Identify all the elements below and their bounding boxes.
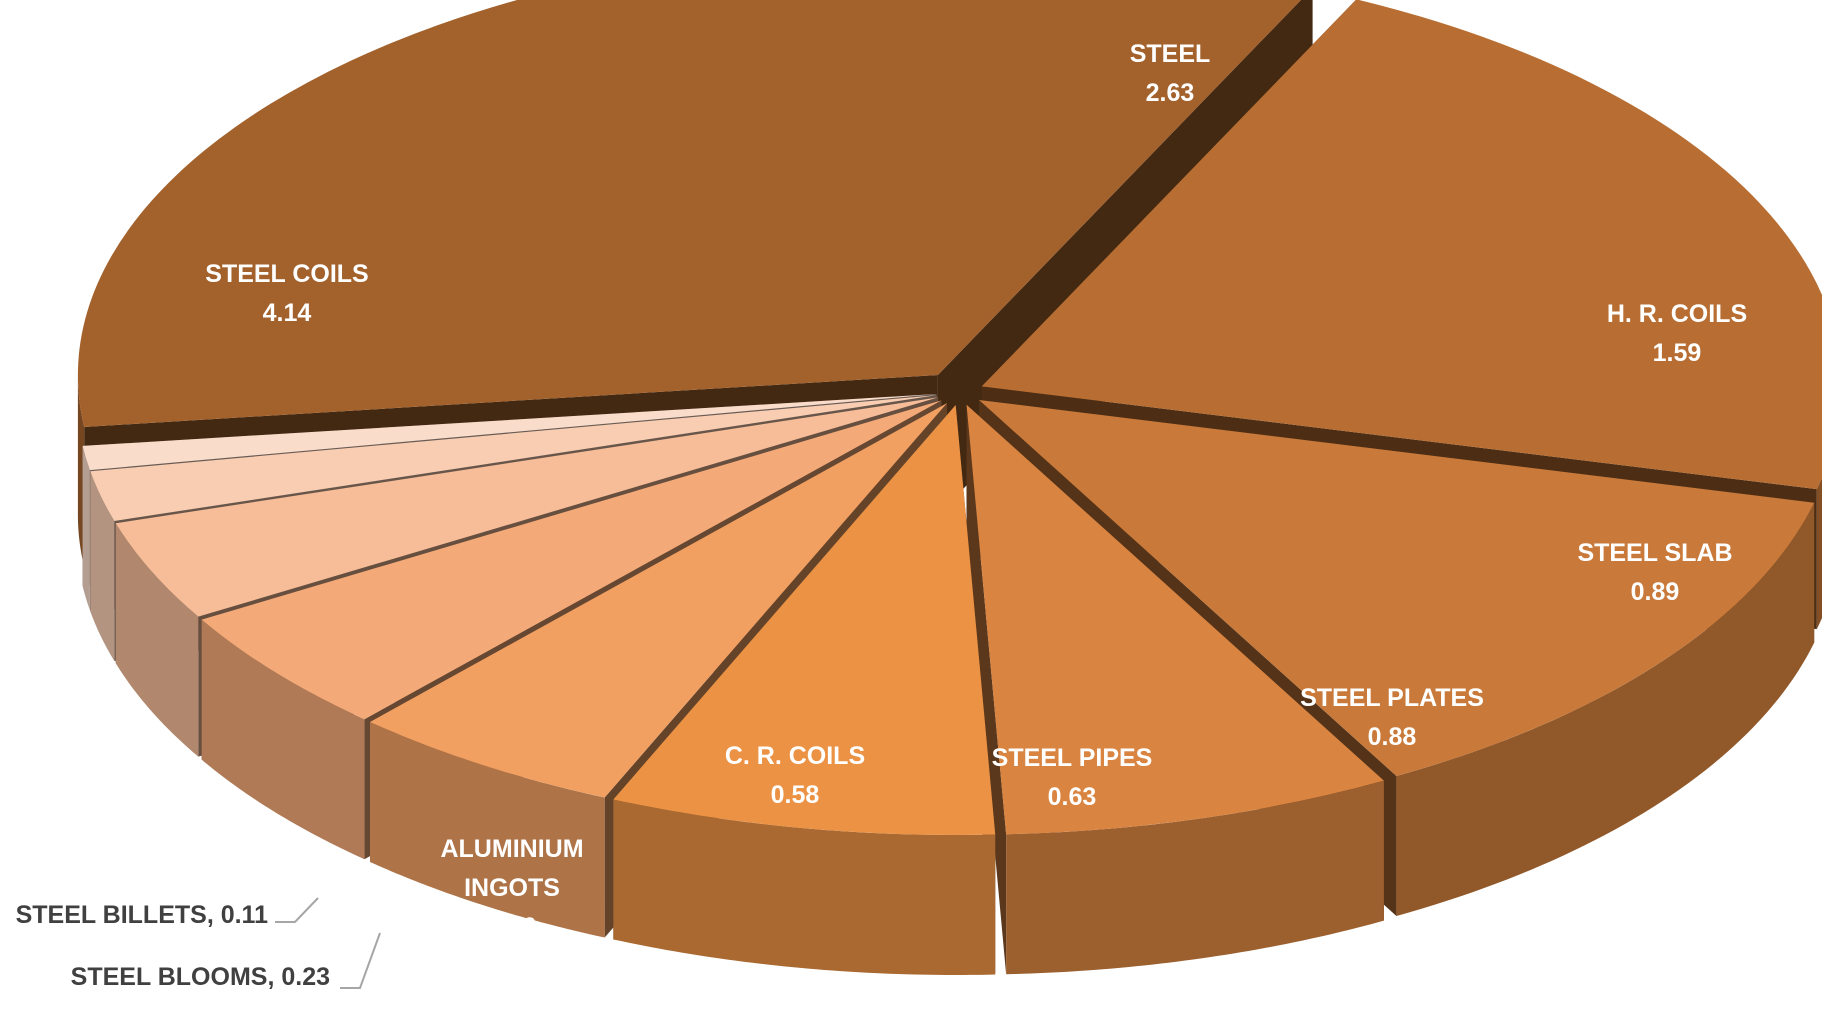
slice-steel-billets (82, 393, 937, 471)
leader-line-steel-blooms (340, 932, 381, 989)
label-steel-plates-name: STEEL PLATES (1300, 684, 1484, 712)
slice-steel (981, 0, 1822, 490)
slice-steel-billets-outer-face (82, 445, 90, 611)
slice-steel-slab (966, 404, 1384, 835)
label-cr-coils-name: C. R. COILS (725, 742, 865, 770)
slice-c-r-coils (201, 400, 942, 720)
label-steel-coils-name: STEEL COILS (205, 260, 368, 288)
label-hr-coils-name: H. R. COILS (1607, 300, 1747, 328)
label-aluminium-ingots-name-line1: ALUMINIUM (440, 835, 583, 863)
label-steel-coils-value: 4.14 (263, 299, 312, 327)
label-steel-value: 2.63 (1146, 79, 1195, 107)
leader-line-steel-billets (275, 897, 319, 923)
label-aluminium-ingots-value: 0.46 (488, 913, 537, 941)
data-labels: STEEL 2.63 H. R. COILS 1.59 STEEL SLAB 0… (16, 40, 1748, 991)
pie-top-faces (77, 0, 1822, 835)
slice-steel-blooms (90, 395, 937, 521)
label-cr-coils-value: 0.58 (771, 781, 820, 809)
slice-steel-coils (77, 0, 1301, 427)
slice-h-r-coils (979, 400, 1815, 776)
slice-steel-pipes (370, 403, 947, 798)
slice-steel-plates (613, 404, 996, 835)
slice-steel-blooms-outer-face (90, 471, 115, 661)
slice-c-r-coils-outer-face (201, 619, 365, 860)
leader-lines (275, 897, 381, 989)
label-hr-coils-value: 1.59 (1653, 339, 1702, 367)
slice-steel-slab-outer-face (1006, 780, 1384, 975)
slice-steel-outer-face (1816, 477, 1822, 630)
label-steel-pipes-name: STEEL PIPES (992, 744, 1153, 772)
slice-steel-pipes-outer-face (370, 721, 605, 938)
label-steel-billets: STEEL BILLETS, 0.11 (16, 901, 268, 929)
label-aluminium-ingots-name-line2: INGOTS (464, 874, 560, 902)
slice-h-r-coils-outer-face (1396, 502, 1815, 916)
slice-steel-slab-cut-face-end (966, 404, 1007, 975)
label-steel-slab-name: STEEL SLAB (1577, 539, 1732, 567)
slice-steel-plates-outer-face (613, 799, 996, 975)
label-steel-pipes-value: 0.63 (1048, 783, 1097, 811)
label-steel-name: STEEL (1130, 40, 1211, 68)
label-steel-plates-value: 0.88 (1368, 723, 1417, 751)
label-steel-blooms: STEEL BLOOMS, 0.23 (71, 963, 330, 991)
slice-aluminium-ingots (115, 397, 939, 617)
slice-aluminium-ingots-outer-face (115, 523, 199, 757)
label-steel-slab-value: 0.89 (1631, 578, 1680, 606)
